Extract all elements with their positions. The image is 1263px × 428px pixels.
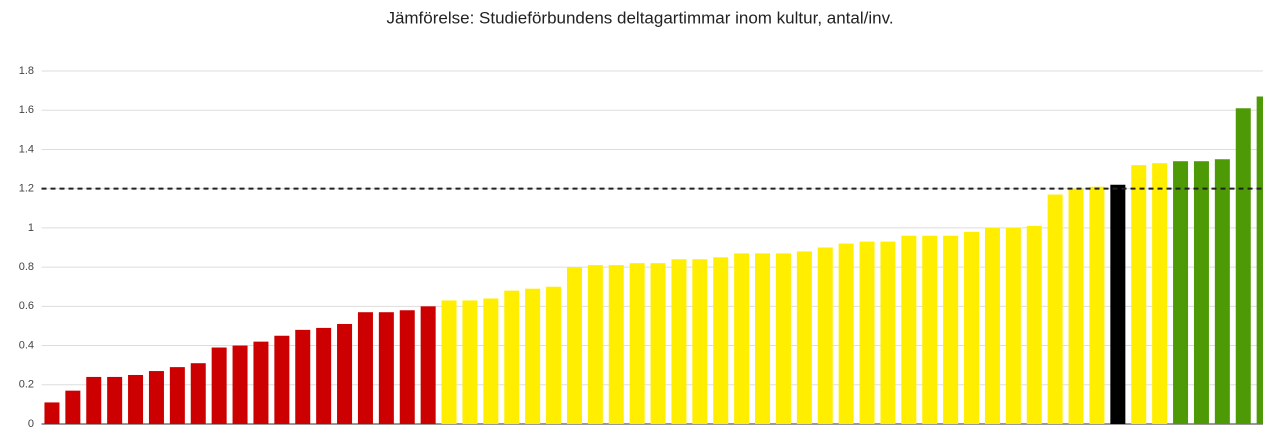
bar	[901, 235, 917, 424]
bar	[734, 253, 750, 424]
bar	[316, 327, 332, 424]
chart-title: Jämförelse: Studieförbundens deltagartim…	[386, 8, 893, 27]
bar	[922, 235, 938, 424]
y-tick-label: 0.4	[19, 339, 34, 351]
y-tick-label: 0	[28, 418, 34, 428]
bar	[504, 290, 520, 424]
bar	[587, 265, 603, 424]
bar	[1089, 186, 1105, 424]
y-tick-label: 1	[28, 222, 34, 234]
bar	[65, 390, 81, 424]
bar	[713, 257, 729, 424]
bar	[964, 231, 980, 424]
bar	[1068, 188, 1084, 424]
bar	[943, 235, 959, 424]
y-tick-label: 1.6	[19, 104, 34, 116]
bar	[984, 227, 1000, 424]
bar	[1047, 194, 1063, 424]
bar	[232, 345, 248, 424]
bar	[1193, 161, 1209, 424]
bar	[1131, 165, 1147, 424]
bar	[148, 371, 164, 424]
y-tick-label: 1.4	[19, 143, 34, 155]
bar	[817, 247, 833, 424]
bar	[441, 300, 457, 424]
y-tick-label: 0.2	[19, 379, 34, 391]
bar	[211, 347, 227, 424]
bar	[608, 265, 624, 424]
bar	[357, 312, 373, 424]
bar	[1152, 163, 1168, 424]
bar	[86, 376, 102, 424]
bar	[671, 259, 687, 424]
bar	[483, 298, 499, 424]
bar	[650, 263, 666, 424]
bar	[755, 253, 771, 424]
bar	[399, 310, 415, 424]
bar	[190, 363, 206, 424]
bar	[692, 259, 708, 424]
bar	[295, 329, 311, 424]
bar	[169, 367, 185, 424]
bar	[796, 251, 812, 424]
bar	[1256, 96, 1263, 424]
y-tick-label: 1.8	[19, 65, 34, 77]
y-tick-label: 1.2	[19, 183, 34, 195]
bar	[775, 253, 791, 424]
bar	[1173, 161, 1189, 424]
bar	[1005, 227, 1021, 424]
bar	[838, 243, 854, 424]
bar	[1110, 184, 1126, 424]
bar	[525, 288, 541, 424]
bar	[128, 374, 144, 424]
bar	[420, 306, 436, 424]
bar	[1214, 159, 1230, 424]
bar	[859, 241, 875, 424]
bar	[107, 376, 123, 424]
bar	[1026, 225, 1042, 424]
bar	[253, 341, 269, 424]
bar	[566, 267, 582, 424]
y-tick-label: 0.8	[19, 261, 34, 273]
bar	[378, 312, 394, 424]
bar	[546, 286, 562, 424]
bar	[337, 323, 353, 424]
bar	[462, 300, 478, 424]
bar	[1235, 108, 1251, 424]
bar	[880, 241, 896, 424]
bar	[44, 402, 60, 424]
bar	[629, 263, 645, 424]
y-tick-label: 0.6	[19, 300, 34, 312]
bar	[274, 335, 290, 424]
